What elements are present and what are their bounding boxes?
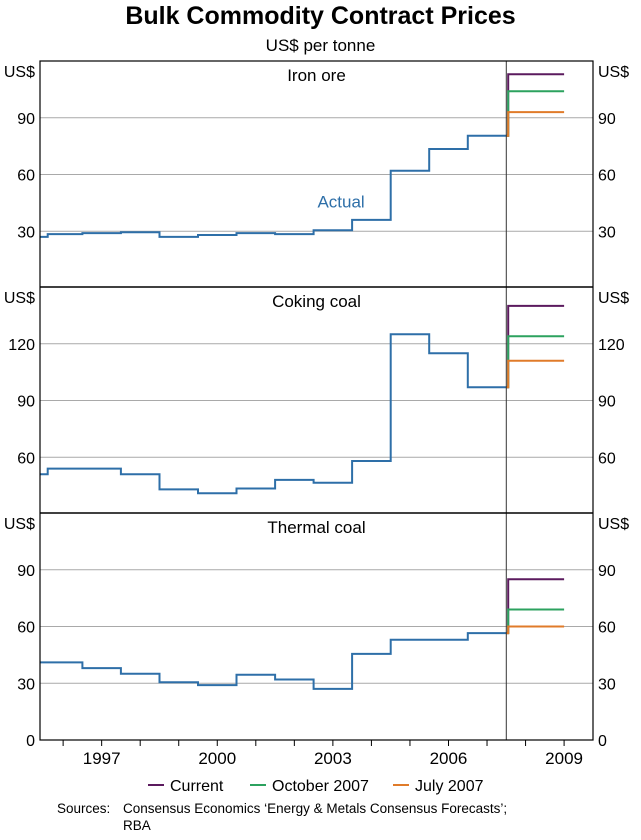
legend-label-current: Current: [170, 778, 224, 795]
xtick-label-2006: 2006: [430, 749, 468, 768]
ytick-left-2-60: 60: [17, 620, 35, 637]
forecast-october-2007-2: [506, 608, 565, 635]
unit-label-right-0: US$: [598, 64, 629, 81]
ytick-right-1-120: 120: [598, 337, 625, 354]
forecast-current-0: [506, 73, 565, 137]
ytick-right-1-60: 60: [598, 450, 616, 467]
ytick-right-2-60: 60: [598, 620, 616, 637]
ytick-left-1-60: 60: [17, 450, 35, 467]
ytick-left-2-30: 30: [17, 676, 35, 693]
xtick-label-1997: 1997: [83, 749, 121, 768]
xtick-label-2009: 2009: [545, 749, 583, 768]
unit-label-left-2: US$: [4, 516, 35, 533]
forecast-current-1: [506, 304, 565, 389]
ytick-left-1-120: 120: [8, 337, 35, 354]
panel-title-1: Coking coal: [272, 292, 361, 311]
xtick-label-2000: 2000: [198, 749, 236, 768]
sources-text: Consensus Economics ‘Energy & Metals Con…: [123, 801, 508, 816]
forecast-current-2: [506, 578, 565, 635]
ytick-right-2-90: 90: [598, 563, 616, 580]
ytick-left-2-0: 0: [26, 733, 35, 750]
unit-label-left-1: US$: [4, 290, 35, 307]
sources-note: Sources: Consensus Economics ‘Energy & Me…: [57, 800, 507, 834]
ytick-left-0-60: 60: [17, 168, 35, 185]
chart-subtitle: US$ per tonne: [265, 36, 376, 55]
forecast-october-2007-0: [506, 90, 565, 137]
actual-series-1: [40, 333, 507, 495]
ytick-left-1-90: 90: [17, 394, 35, 411]
sources-label: Sources:: [57, 801, 111, 816]
actual-annotation: Actual: [317, 192, 364, 211]
plot-frame: [39, 60, 594, 741]
unit-label-right-1: US$: [598, 290, 629, 307]
ytick-right-2-0: 0: [598, 733, 607, 750]
actual-series-0: [40, 134, 507, 238]
actual-series-2: [40, 632, 507, 690]
forecast-july-2007-0: [506, 111, 565, 137]
ytick-right-2-30: 30: [598, 676, 616, 693]
legend-label-july-2007: July 2007: [415, 778, 484, 795]
ytick-right-1-90: 90: [598, 394, 616, 411]
ytick-left-0-30: 30: [17, 224, 35, 241]
forecast-july-2007-1: [506, 359, 565, 389]
legend-label-october-2007: October 2007: [272, 778, 369, 795]
ytick-left-0-90: 90: [17, 111, 35, 128]
sources-line-2: RBA: [123, 818, 151, 833]
ytick-left-2-90: 90: [17, 563, 35, 580]
xtick-label-2003: 2003: [314, 749, 352, 768]
unit-label-right-2: US$: [598, 516, 629, 533]
unit-label-left-0: US$: [4, 64, 35, 81]
chart-title: Bulk Commodity Contract Prices: [125, 2, 516, 30]
panel-title-0: Iron ore: [287, 66, 346, 85]
ytick-right-0-60: 60: [598, 168, 616, 185]
ytick-right-0-30: 30: [598, 224, 616, 241]
forecast-july-2007-2: [506, 625, 565, 635]
sources-line-1: Sources: Consensus Economics ‘Energy & Me…: [57, 800, 507, 817]
panel-title-2: Thermal coal: [267, 518, 365, 537]
ytick-right-0-90: 90: [598, 111, 616, 128]
